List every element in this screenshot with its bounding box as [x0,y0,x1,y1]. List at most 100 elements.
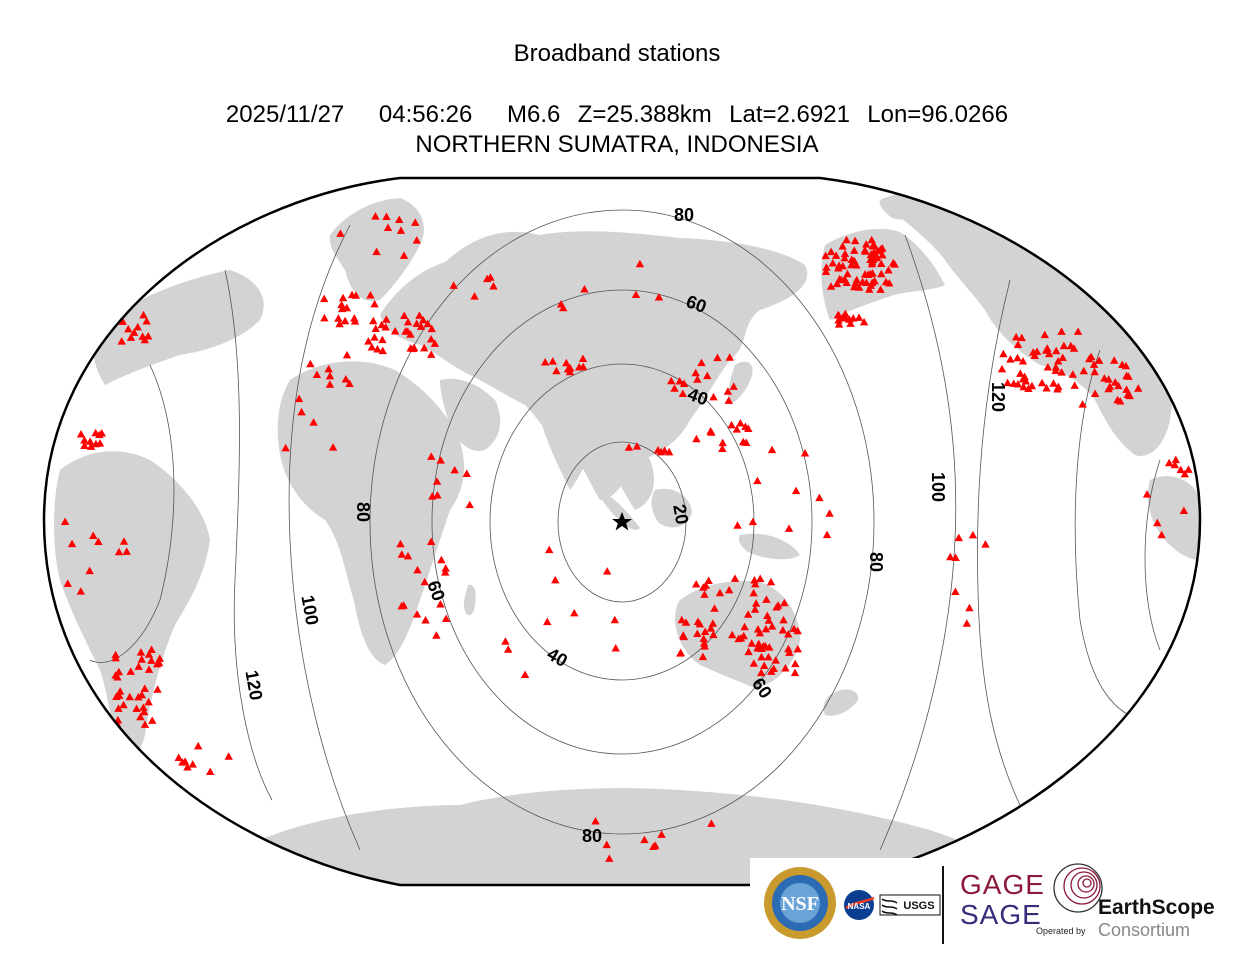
logo-graphics: NSF NASA USGS [764,863,1103,944]
station-marker [136,648,146,656]
station-marker [415,311,424,319]
station-marker [399,251,409,259]
station-marker [727,420,736,429]
station-marker [732,425,742,433]
station-marker [781,664,790,672]
station-marker [504,645,513,653]
station-marker [1049,379,1058,387]
station-marker [551,575,560,584]
station-marker [602,840,611,849]
landmass-japan [728,361,753,405]
station-marker [76,587,86,595]
station-marker [144,697,153,706]
station-marker [999,349,1008,358]
station-marker [418,315,428,324]
station-marker [309,418,318,426]
station-marker [1029,348,1038,356]
station-marker [759,642,768,650]
station-marker [1003,378,1012,387]
station-marker [631,290,641,298]
station-marker [420,577,429,586]
station-marker [449,281,458,289]
station-marker [427,350,436,358]
station-marker [559,303,568,312]
station-marker [403,317,413,326]
station-marker [846,319,855,327]
station-marker [126,333,136,341]
station-marker [119,537,129,545]
station-marker [1100,374,1109,382]
station-marker [94,537,103,545]
station-marker [1037,378,1047,387]
station-marker [1057,327,1066,335]
station-marker [1078,400,1087,408]
station-marker [859,317,869,326]
station-marker [337,300,346,309]
station-marker [351,291,361,299]
station-marker [147,656,156,664]
station-marker [842,278,851,287]
station-marker [729,382,738,390]
station-marker [381,323,390,331]
station-marker [739,437,748,446]
station-marker [1054,382,1063,391]
station-marker [1052,346,1061,355]
station-marker [114,547,124,556]
station-marker [486,273,495,281]
station-marker [580,285,589,293]
station-marker [679,631,688,639]
station-marker [178,758,187,766]
contour-label: 80 [353,502,373,522]
station-marker [441,614,451,622]
station-marker [341,375,351,383]
station-marker [693,375,702,383]
station-marker [678,389,688,398]
station-marker [691,580,701,588]
station-marker [724,396,733,404]
station-marker [139,707,149,716]
station-marker [134,662,143,670]
gage-text: GAGE [960,869,1045,900]
map-title: Broadband stations [513,40,721,67]
station-marker [320,294,329,303]
station-marker [403,327,412,335]
station-marker [877,259,886,267]
station-marker [426,537,436,545]
station-marker [602,567,612,575]
contour-140-right [1074,349,1141,721]
station-marker [1170,460,1180,469]
station-marker [718,444,727,452]
station-marker [138,332,147,340]
station-marker [860,246,870,254]
station-marker [724,585,734,594]
station-marker [1053,357,1063,365]
landmass-india [538,393,592,490]
station-marker [1115,396,1125,405]
station-marker [885,279,894,287]
station-marker [834,320,844,328]
station-marker [867,235,876,244]
station-marker [155,654,165,662]
station-marker [1040,330,1049,339]
usgs-logo: USGS [879,894,941,916]
station-marker [840,253,849,262]
station-marker [421,615,430,624]
sage-text: SAGE [960,899,1042,930]
station-marker [779,615,788,624]
station-marker [1006,355,1015,363]
station-marker [1184,465,1193,473]
contour-label: 120 [988,382,1008,412]
station-marker [753,476,762,485]
station-marker [373,344,382,353]
station-marker [693,629,702,638]
station-marker [426,334,436,343]
station-marker [382,315,391,323]
contour-100-right [879,234,957,851]
station-marker [1027,381,1037,390]
station-marker [1110,356,1119,364]
station-marker [1090,367,1099,376]
station-marker [132,704,141,712]
station-marker [371,212,380,220]
station-marker [691,368,700,377]
station-marker [698,652,708,661]
